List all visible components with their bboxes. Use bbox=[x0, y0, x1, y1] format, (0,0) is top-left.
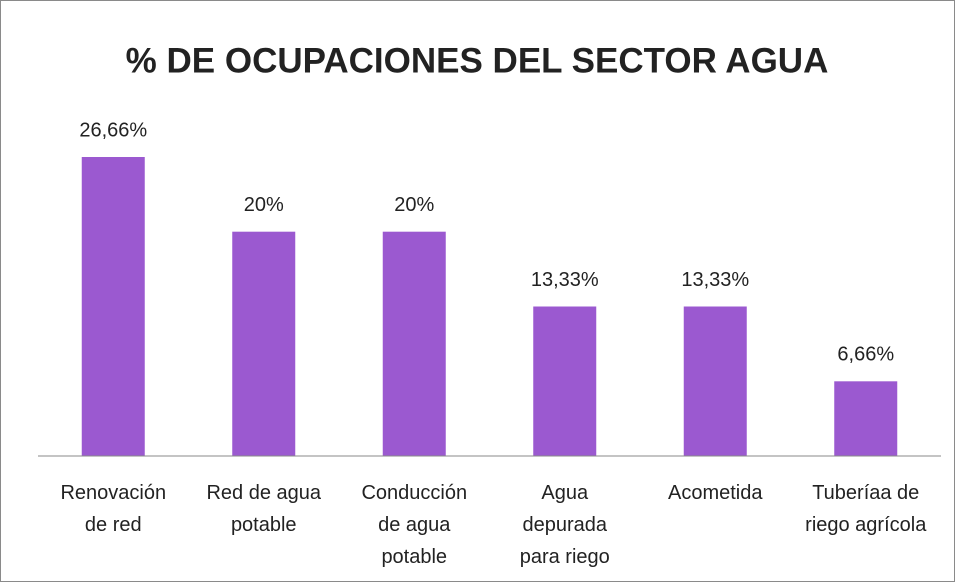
x-tick-label: Acometida bbox=[668, 482, 763, 504]
x-tick-label: Agua depurada para riego bbox=[519, 482, 610, 568]
bar bbox=[81, 157, 145, 456]
data-label: 6,66% bbox=[837, 344, 894, 366]
chart-title: % DE OCUPACIONES DEL SECTOR AGUA bbox=[126, 41, 829, 80]
data-label: 20% bbox=[394, 194, 434, 216]
bar bbox=[232, 231, 296, 456]
data-label: 13,33% bbox=[681, 269, 749, 291]
x-tick-label: Tuberíaa de riego agrícola bbox=[805, 482, 927, 536]
bar bbox=[834, 381, 898, 456]
bar bbox=[382, 231, 446, 456]
data-label: 13,33% bbox=[531, 269, 599, 291]
x-tick-label: Red de agua potable bbox=[206, 482, 322, 536]
bar bbox=[533, 306, 597, 456]
data-label: 20% bbox=[244, 194, 284, 216]
x-tick-label: Renovación de red bbox=[60, 482, 167, 536]
x-tick-label: Conducción de agua potable bbox=[361, 482, 468, 568]
bar bbox=[683, 306, 747, 456]
data-label: 26,66% bbox=[79, 119, 147, 141]
